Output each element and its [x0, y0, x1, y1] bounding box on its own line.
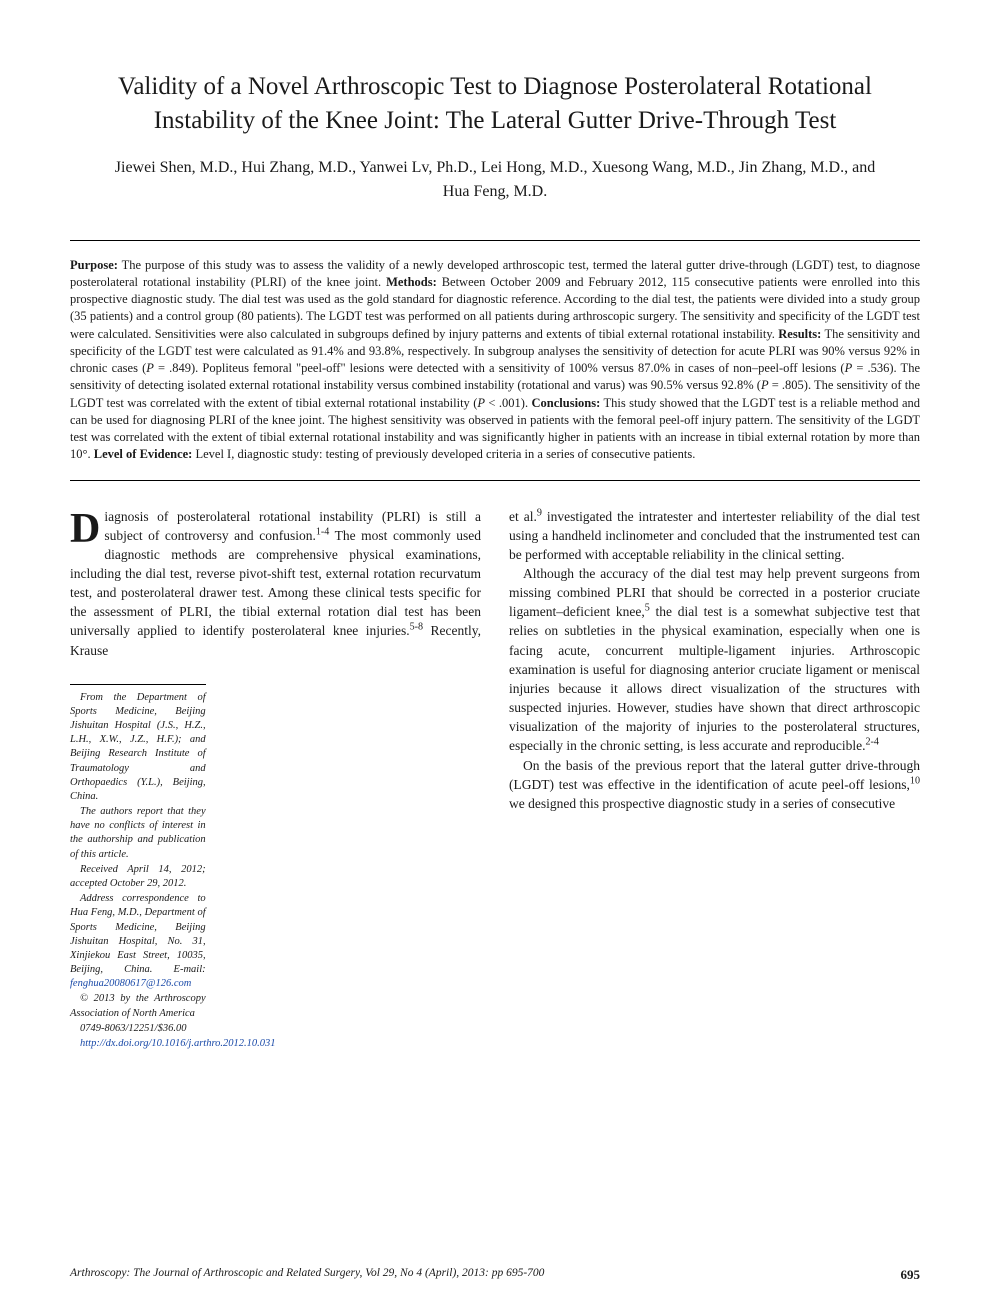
abstract-block: Purpose: The purpose of this study was t…: [70, 241, 920, 480]
p-stat-4: P: [477, 396, 485, 410]
dropcap: D: [70, 507, 104, 549]
article-title: Validity of a Novel Arthroscopic Test to…: [70, 70, 920, 138]
p-stat-1: P: [146, 361, 154, 375]
footnote-dates: Received April 14, 2012; accepted Octobe…: [70, 863, 206, 891]
footnote-coi: The authors report that they have no con…: [70, 805, 206, 862]
results-label: Results:: [778, 327, 821, 341]
p-val-4: < .001).: [485, 396, 531, 410]
page-footer: Arthroscopy: The Journal of Arthroscopic…: [70, 1267, 920, 1283]
footnote-affiliation: From the Department of Sports Medicine, …: [70, 691, 206, 804]
ref-sup-5: 2-4: [866, 737, 879, 748]
doi-link[interactable]: http://dx.doi.org/10.1016/j.arthro.2012.…: [80, 1038, 276, 1049]
right-column: et al.9 investigated the intratester and…: [509, 507, 920, 1053]
footnote-doi: http://dx.doi.org/10.1016/j.arthro.2012.…: [70, 1037, 206, 1051]
ref-sup-1: 1-4: [316, 526, 329, 537]
body-para-2: Although the accuracy of the dial test m…: [509, 564, 920, 756]
author-list: Jiewei Shen, M.D., Hui Zhang, M.D., Yanw…: [70, 156, 920, 204]
loe-text: Level I, diagnostic study: testing of pr…: [192, 447, 695, 461]
journal-citation: Arthroscopy: The Journal of Arthroscopic…: [70, 1267, 544, 1283]
conclusions-label: Conclusions:: [532, 396, 601, 410]
p-val-1: = .849). Popliteus femoral "peel-off" le…: [154, 361, 845, 375]
body-para-1: Diagnosis of posterolateral rotational i…: [70, 507, 481, 660]
purpose-label: Purpose:: [70, 258, 118, 272]
footnote-correspondence: Address correspondence to Hua Feng, M.D.…: [70, 892, 206, 991]
body-para-1-cont: et al.9 investigated the intratester and…: [509, 507, 920, 564]
ref-sup-6: 10: [910, 775, 920, 786]
footnote-corr-text: Address correspondence to Hua Feng, M.D.…: [70, 893, 206, 975]
body-right-a: et al.: [509, 509, 537, 524]
body-right-p3a: On the basis of the previous report that…: [509, 758, 920, 792]
body-columns: Diagnosis of posterolateral rotational i…: [70, 507, 920, 1053]
footnote-copyright: © 2013 by the Arthroscopy Association of…: [70, 992, 206, 1020]
body-right-b: investigated the intratester and interte…: [509, 509, 920, 562]
page-number: 695: [901, 1267, 921, 1283]
rule-bottom: [70, 480, 920, 481]
ref-sup-2: 5-8: [410, 622, 423, 633]
email-link[interactable]: fenghua20080617@126.com: [70, 978, 191, 989]
loe-label: Level of Evidence:: [94, 447, 193, 461]
footnotes-block: From the Department of Sports Medicine, …: [70, 684, 206, 1051]
body-para-3: On the basis of the previous report that…: [509, 756, 920, 813]
left-column: Diagnosis of posterolateral rotational i…: [70, 507, 481, 1053]
methods-label: Methods:: [386, 275, 437, 289]
footnote-issn: 0749-8063/12251/$36.00: [70, 1022, 206, 1036]
body-right-p2b: the dial test is a somewhat subjective t…: [509, 604, 920, 753]
body-right-p3b: we designed this prospective diagnostic …: [509, 796, 895, 811]
p-stat-3: P: [761, 378, 769, 392]
